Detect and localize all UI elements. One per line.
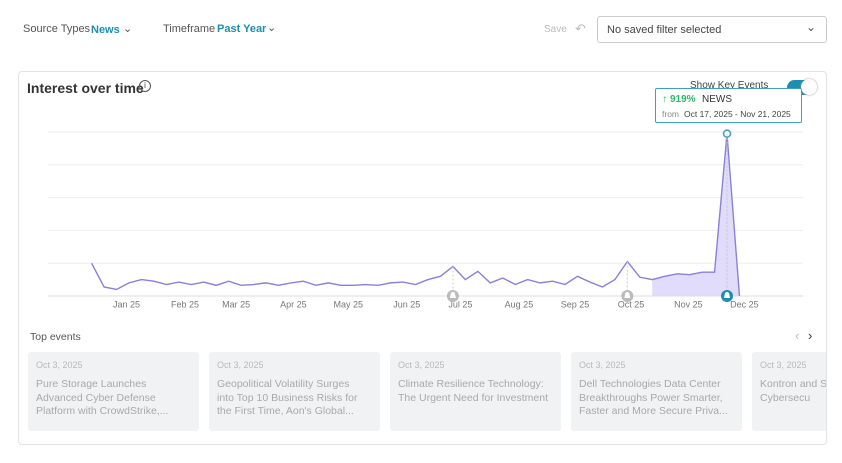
timeframe-value[interactable]: Past Year <box>217 23 267 35</box>
x-tick-label: Jan 25 <box>113 299 140 309</box>
x-tick-label: Apr 25 <box>280 299 307 309</box>
card <box>18 71 827 445</box>
prev-button[interactable]: ‹ <box>795 328 800 343</box>
event-date: Oct 3, 2025 <box>36 360 83 370</box>
source-label: Source Types <box>23 23 91 35</box>
event-card[interactable]: Oct 3, 2025 Kontron and Strategic Pa Cybe… <box>752 352 826 431</box>
x-tick-label: Feb 25 <box>171 299 199 309</box>
info-icon[interactable]: i <box>139 80 151 92</box>
save-button[interactable]: Save <box>544 24 567 35</box>
event-date: Oct 3, 2025 <box>760 360 807 370</box>
event-date: Oct 3, 2025 <box>217 360 264 370</box>
x-tick-label: Oct 25 <box>618 299 645 309</box>
highlight-area <box>652 133 740 296</box>
source-value[interactable]: News <box>91 24 120 36</box>
event-icon <box>624 292 631 298</box>
event-icon <box>449 292 456 298</box>
x-tick-label: Jul 25 <box>448 299 472 309</box>
saved-filter-select[interactable]: No saved filter selected ⌄ <box>597 16 827 43</box>
x-tick-label: Nov 25 <box>674 299 703 309</box>
x-tick-label: May 25 <box>333 299 363 309</box>
next-button[interactable]: › <box>808 328 813 343</box>
event-card[interactable]: Oct 3, 2025 Pure Storage Launches Advance… <box>28 352 199 431</box>
x-tick-label: Dec 25 <box>730 299 759 309</box>
event-title: Pure Storage Launches Advanced Cyber Def… <box>36 378 169 417</box>
event-card[interactable]: Oct 3, 2025 Climate Resilience Technology… <box>390 352 561 431</box>
tooltip-range: Oct 17, 2025 - Nov 21, 2025 <box>684 109 791 119</box>
toggle-label: Show Key Events <box>690 80 769 91</box>
saved-filter-text: No saved filter selected <box>607 24 722 36</box>
line <box>90 133 741 297</box>
event-title: Dell Technologies Data Center Breakthrou… <box>579 378 728 417</box>
timeframe-label: Timeframe <box>163 23 216 35</box>
event-card[interactable]: Oct 3, 2025 Dell Technologies Data Center… <box>571 352 742 431</box>
event-date: Oct 3, 2025 <box>398 360 445 370</box>
chevron: ⌄ <box>267 22 277 34</box>
x-tick-label: Jun 25 <box>393 299 420 309</box>
event-title: Climate Resilience Technology: The Urgen… <box>398 378 548 404</box>
event-icon <box>724 292 731 298</box>
chevron: ⌄ <box>805 20 816 34</box>
tooltip-arrow: ↑ <box>662 94 667 105</box>
event-date: Oct 3, 2025 <box>579 360 626 370</box>
x-tick-label: Aug 25 <box>505 299 534 309</box>
x-tick-label: Sep 25 <box>561 299 590 309</box>
event-title: Geopolitical Volatility Surges into Top … <box>217 378 358 417</box>
tooltip-change: 919% <box>670 94 696 105</box>
event-title: Kontron and Strategic Pa Cybersecu <box>760 378 826 404</box>
tooltip-source: NEWS <box>702 94 732 105</box>
tooltip-from: from <box>662 109 679 119</box>
card-title: Interest over time <box>27 80 144 96</box>
x-tick-label: Mar 25 <box>222 299 250 309</box>
undo-icon[interactable]: ↶ <box>575 21 586 36</box>
chevron: ⌄ <box>123 23 133 35</box>
event-card[interactable]: Oct 3, 2025 Geopolitical Volatility Surge… <box>209 352 380 431</box>
tooltip: ↑ 919% NEWS from Oct 17, 2025 - Nov 21, … <box>655 88 802 123</box>
top-events-title: Top events <box>30 331 81 343</box>
